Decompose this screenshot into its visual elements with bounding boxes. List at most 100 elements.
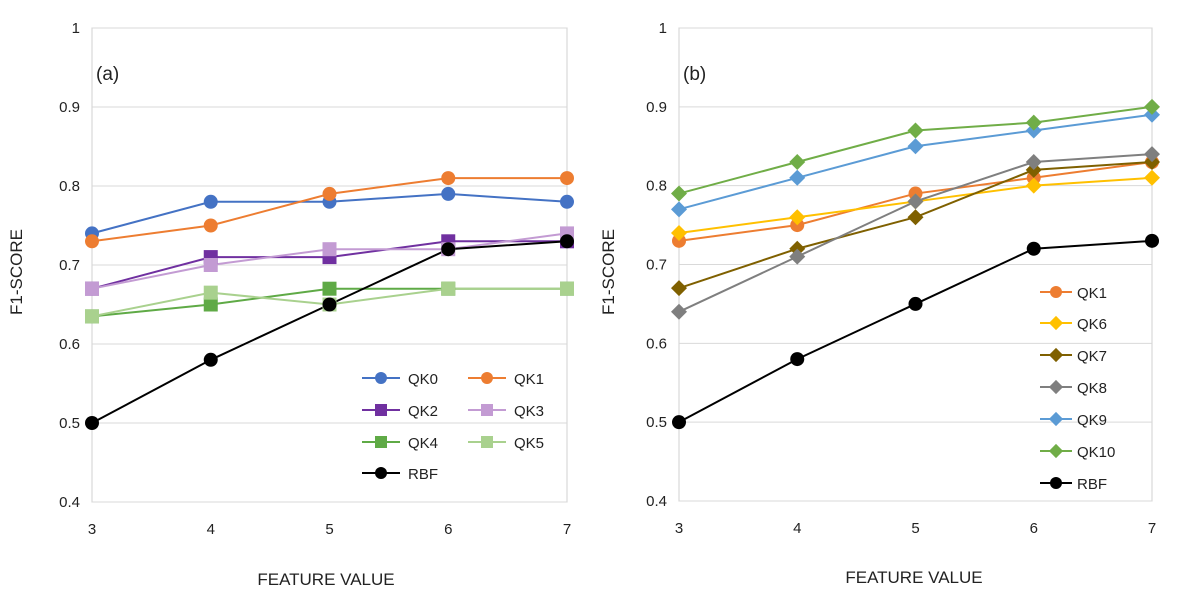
svg-text:QK3: QK3 [514,403,544,420]
data-point-qk4 [322,281,337,296]
y-tick-label: 0.8 [59,178,80,195]
svg-text:RBF: RBF [408,466,438,483]
y-axis-title-b: F1-SCORE [599,229,618,315]
data-point-qk7 [907,209,924,226]
x-tick-label: 6 [444,521,452,538]
data-point-rbf [908,296,923,311]
svg-text:QK1: QK1 [1077,285,1107,302]
x-tick-label: 4 [793,520,801,537]
x-tick-label: 4 [207,521,215,538]
svg-text:QK8: QK8 [1077,380,1107,397]
x-axis-title-b: FEATURE VALUE [845,568,982,587]
svg-text:QK10: QK10 [1077,444,1115,461]
y-tick-label: 0.6 [59,336,80,353]
y-tick-label: 0.7 [59,257,80,274]
y-tick-label: 0.8 [646,178,667,195]
data-point-qk5 [203,285,218,300]
data-point-qk9 [671,201,687,218]
data-point-rbf [560,234,574,249]
data-point-qk1 [85,234,99,249]
y-tick-label: 0.7 [646,257,667,274]
y-tick-label: 0.6 [646,335,667,352]
x-tick-labels-a: 3 4 5 6 7 [88,521,571,538]
y-tick-label: 0.4 [59,494,80,511]
data-point-qk8 [671,303,687,320]
data-point-rbf [441,242,456,257]
panel-label-a: (a) [96,64,119,85]
data-point-qk5 [85,309,99,324]
legend-item-rbf: RBF [362,466,438,483]
x-tick-label: 7 [1148,520,1156,537]
legend-item-qk9: QK9 [1040,411,1107,429]
data-point-qk10 [907,122,924,139]
x-tick-labels-b: 3 4 5 6 7 [675,520,1156,537]
legend-item-qk0: QK0 [362,371,438,388]
svg-text:QK4: QK4 [408,435,438,452]
legend-item-qk6: QK6 [1040,315,1107,333]
x-tick-label: 5 [911,520,919,537]
legend-item-qk7: QK7 [1040,347,1107,365]
legend-item-qk1-b: QK1 [1040,285,1107,302]
data-point-qk0 [560,194,574,209]
data-point-qk9 [907,138,924,155]
data-point-qk1 [560,171,574,186]
data-point-qk7 [671,280,687,297]
y-tick-labels-b: 0.4 0.5 0.6 0.7 0.8 0.9 1 [646,20,667,510]
gridlines-b [679,27,1152,502]
y-tick-label: 0.9 [59,99,80,116]
legend-item-qk2: QK2 [362,403,438,420]
y-axis-title-a: F1-SCORE [7,229,26,315]
data-point-rbf [85,416,99,430]
data-point-qk5 [560,281,574,296]
y-tick-label: 1 [72,20,80,37]
data-point-qk1 [203,218,218,233]
data-point-qk10 [789,154,806,171]
x-tick-label: 7 [563,521,571,538]
data-point-qk6 [671,224,687,241]
legend-item-qk4: QK4 [362,435,438,452]
svg-text:QK5: QK5 [514,435,544,452]
data-point-qk5 [441,281,456,296]
series-group-a [85,171,574,430]
svg-text:QK6: QK6 [1077,316,1107,333]
x-tick-label: 3 [675,520,683,537]
data-point-qk3 [322,242,337,257]
data-point-rbf [1145,233,1159,248]
data-point-qk0 [441,186,456,201]
y-tick-label: 0.4 [646,493,667,510]
data-point-qk0 [203,194,218,209]
data-point-rbf [790,352,805,367]
data-point-qk8 [789,248,806,265]
y-tick-label: 0.9 [646,99,667,116]
chart-panel-b: 0.4 0.5 0.6 0.7 0.8 0.9 1 3 4 5 6 7 (b) F1-SCORE F… [599,20,1160,587]
legend-b: QK1 QK6 QK7 QK8 QK9 [1040,285,1115,493]
data-point-qk6 [789,209,806,226]
data-point-qk9 [789,169,806,186]
panel-label-b: (b) [683,64,706,85]
svg-text:QK9: QK9 [1077,412,1107,429]
legend-item-qk8: QK8 [1040,379,1107,397]
chart-panel-a: 0.4 0.5 0.6 0.7 0.8 0.9 1 3 4 5 6 7 (a) F1-SCORE F… [7,20,574,589]
legend-item-qk10: QK10 [1040,443,1115,461]
data-point-qk3 [85,281,99,296]
data-point-rbf [322,297,337,312]
data-point-qk6 [1025,177,1042,194]
data-point-rbf [672,415,686,430]
data-point-rbf [203,352,218,367]
legend-item-qk5: QK5 [468,435,544,452]
legend-item-qk1: QK1 [468,371,544,388]
legend-item-rbf-b: RBF [1040,476,1107,493]
data-point-qk1 [322,186,337,201]
data-point-qk8 [1025,154,1042,171]
svg-text:QK1: QK1 [514,371,544,388]
svg-text:QK2: QK2 [408,403,438,420]
series-group-b [671,98,1160,430]
data-point-qk6 [1144,169,1160,186]
data-point-qk1 [441,171,456,186]
data-point-qk8 [1144,146,1160,163]
data-point-qk3 [203,258,218,272]
data-point-qk4 [203,297,218,312]
data-point-qk8 [907,193,924,210]
data-point-qk10 [1025,114,1042,131]
data-point-rbf [1026,241,1041,256]
